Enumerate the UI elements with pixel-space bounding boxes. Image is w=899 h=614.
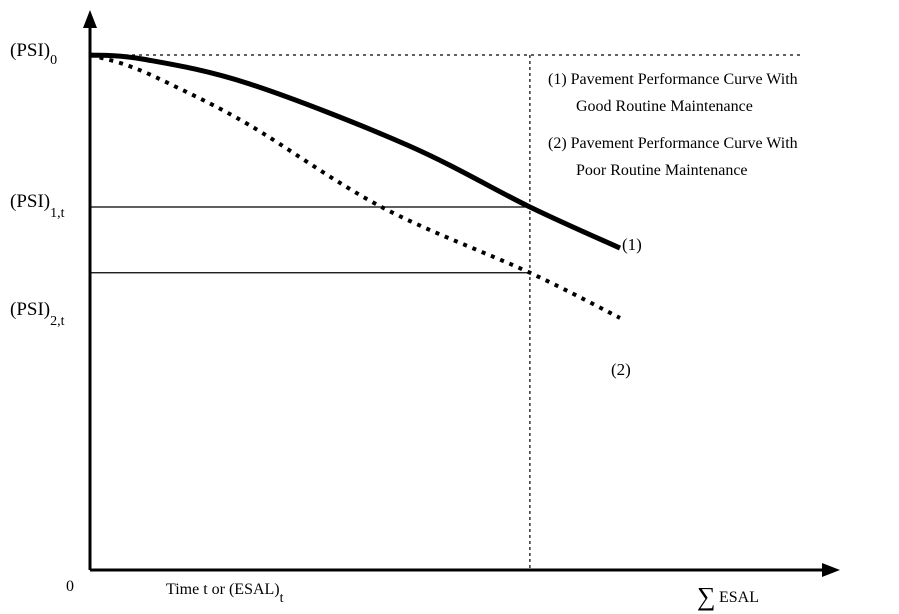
x-axis-end-symbol: ∑ [697,582,716,611]
legend-series-1-line1: (1) Pavement Performance Curve With [548,71,798,88]
y-tick-label-psi-2t: (PSI)2,t [10,299,65,329]
x-axis-label: Time t or (ESAL)t [166,581,284,606]
x-axis-end-label: ESAL [719,589,759,606]
curve-1-tag: (1) [622,235,642,254]
origin-label: 0 [66,578,74,595]
performance-curve-1 [89,52,622,251]
legend-series-1-line2: Good Routine Maintenance [576,98,753,115]
y-tick-label-psi-1t: (PSI)1,t [10,191,65,221]
performance-curve-2 [89,53,621,320]
curve-2-tag: (2) [611,360,631,379]
legend-series-2-line2: Poor Routine Maintenance [576,162,748,179]
legend-series-2-line1: (2) Pavement Performance Curve With [548,135,798,152]
y-tick-label-psi-0: (PSI)0 [10,40,57,68]
